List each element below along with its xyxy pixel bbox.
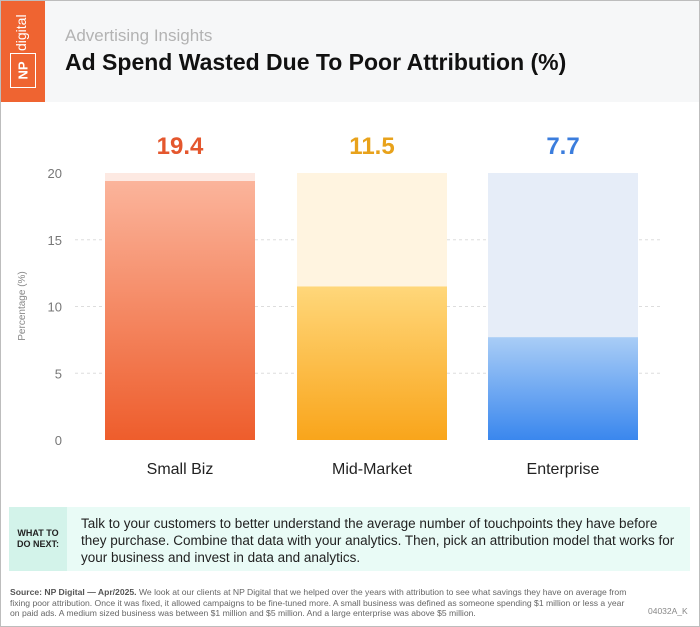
todo-label: WHAT TO DO NEXT: [9,507,67,571]
np-digital-logo: NP digital [1,1,45,102]
y-tick-label: 0 [55,433,62,448]
todo-text: Talk to your customers to better underst… [81,516,675,565]
y-tick-label: 15 [48,233,62,248]
source-note: Source: NP Digital — Apr/2025. We look a… [10,587,627,618]
bar [488,337,638,440]
what-to-do-next-box: WHAT TO DO NEXT: Talk to your customers t… [9,507,690,571]
page-title: Ad Spend Wasted Due To Poor Attribution … [65,49,567,75]
y-tick-label: 10 [48,300,62,315]
bar [297,286,447,440]
data-label: 19.4 [157,133,204,160]
bar-chart: 0 5 10 15 20 Percentage (%) 19.4 Small Biz 11.5 M… [17,133,660,478]
data-label: 7.7 [546,133,579,160]
x-tick-label: Mid-Market [332,461,413,478]
x-tick-label: Enterprise [527,461,600,478]
x-tick-label: Small Biz [147,461,214,478]
bar [105,181,255,440]
data-label: 11.5 [349,133,394,160]
header: Advertising Insights Ad Spend Wasted Due… [1,1,699,102]
y-tick-label: 20 [48,166,62,181]
chart-code: 04032A_K [648,606,688,616]
subtitle: Advertising Insights [65,26,213,45]
y-tick-label: 5 [55,366,62,381]
y-axis-label: Percentage (%) [17,271,28,340]
